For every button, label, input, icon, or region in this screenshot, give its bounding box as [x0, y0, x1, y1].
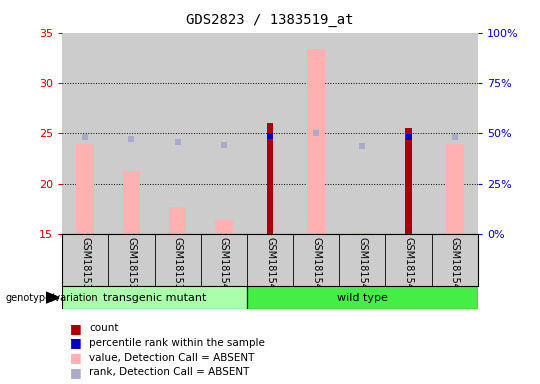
Bar: [247, 33, 293, 234]
Text: ■: ■: [70, 336, 82, 349]
Text: GSM181545: GSM181545: [450, 237, 460, 296]
Bar: [109, 33, 154, 234]
Text: GSM181541: GSM181541: [265, 237, 275, 296]
Bar: [354, 233, 371, 234]
Text: percentile rank within the sample: percentile rank within the sample: [89, 338, 265, 348]
Bar: [169, 207, 186, 234]
Bar: [446, 144, 463, 234]
Bar: [405, 128, 412, 234]
Text: rank, Detection Call = ABSENT: rank, Detection Call = ABSENT: [89, 367, 249, 377]
Bar: [267, 123, 273, 234]
Bar: [62, 33, 109, 234]
Text: value, Detection Call = ABSENT: value, Detection Call = ABSENT: [89, 353, 254, 362]
Text: GSM181538: GSM181538: [126, 237, 137, 296]
Text: GDS2823 / 1383519_at: GDS2823 / 1383519_at: [186, 13, 354, 27]
Bar: [154, 33, 201, 234]
Bar: [339, 33, 386, 234]
Bar: [307, 49, 325, 234]
Text: ■: ■: [70, 351, 82, 364]
Bar: [62, 286, 247, 309]
Text: ■: ■: [70, 322, 82, 335]
Text: GSM181537: GSM181537: [80, 237, 90, 296]
Polygon shape: [46, 292, 59, 303]
Text: GSM181544: GSM181544: [403, 237, 414, 296]
Text: count: count: [89, 323, 119, 333]
Bar: [247, 286, 478, 309]
Text: GSM181540: GSM181540: [219, 237, 229, 296]
Text: GSM181543: GSM181543: [357, 237, 367, 296]
Text: ■: ■: [70, 366, 82, 379]
Text: wild type: wild type: [337, 293, 388, 303]
Text: GSM181542: GSM181542: [311, 237, 321, 296]
Bar: [201, 33, 247, 234]
Bar: [215, 220, 233, 234]
Text: transgenic mutant: transgenic mutant: [103, 293, 206, 303]
Bar: [386, 33, 431, 234]
Bar: [431, 33, 478, 234]
Bar: [293, 33, 339, 234]
Text: GSM181539: GSM181539: [173, 237, 183, 296]
Bar: [77, 144, 94, 234]
Text: genotype/variation: genotype/variation: [5, 293, 98, 303]
Bar: [123, 171, 140, 234]
